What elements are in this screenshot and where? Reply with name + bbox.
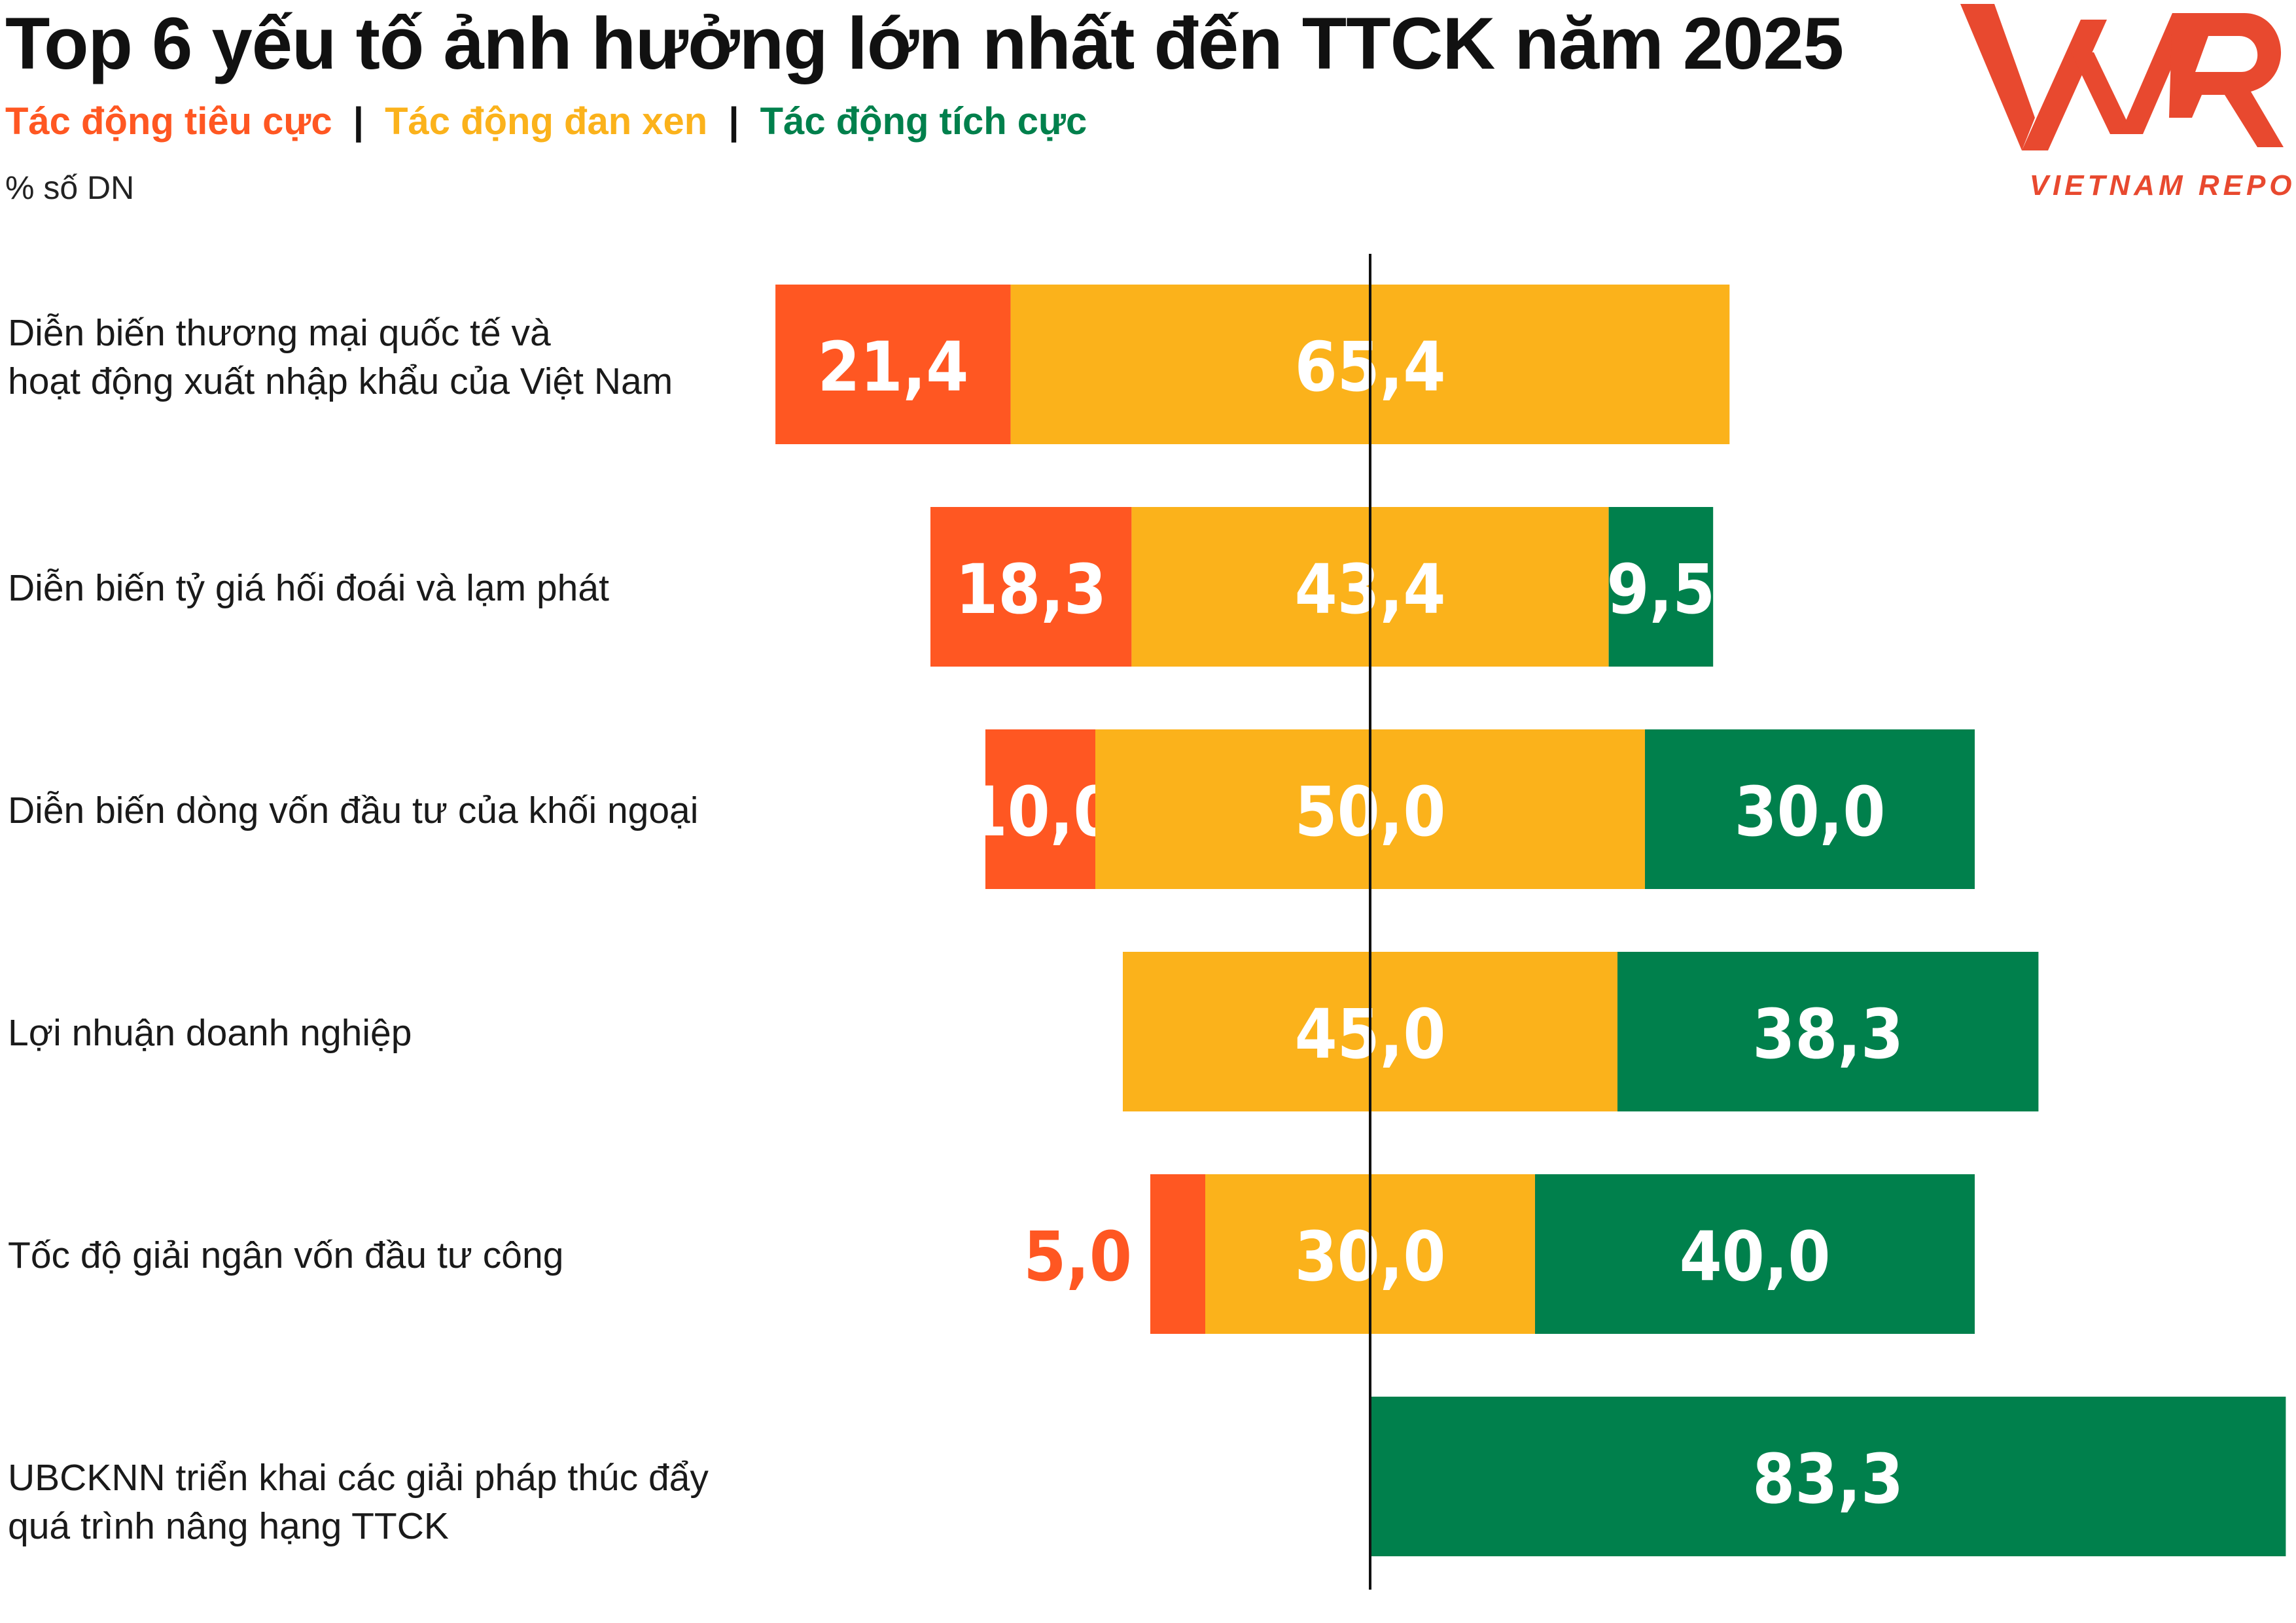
category-line: hoạt động xuất nhập khẩu của Việt Nam <box>8 360 673 402</box>
category-label: Diễn biến thương mại quốc tế và hoạt độn… <box>8 309 780 406</box>
legend-separator: | <box>728 100 739 143</box>
unit-label: % số DN <box>5 169 135 206</box>
chart-title: Top 6 yếu tố ảnh hưởng lớn nhất đến TTCK… <box>5 3 1844 84</box>
data-label: 21,4 <box>817 327 968 407</box>
category-label: Lợi nhuận doanh nghiệp <box>8 1009 780 1057</box>
data-label: 30,0 <box>1735 772 1886 852</box>
category-line: Lợi nhuận doanh nghiệp <box>8 1012 412 1054</box>
category-label: UBCKNN triển khai các giải pháp thúc đẩy… <box>8 1454 780 1550</box>
logo-tagline: VIETNAM REPORT <box>2030 169 2296 201</box>
category-line: Tốc độ giải ngân vốn đầu tư công <box>8 1234 564 1276</box>
category-label: Tốc độ giải ngân vốn đầu tư công <box>8 1231 780 1280</box>
data-label: 5,0 <box>1023 1217 1132 1297</box>
category-line: Diễn biến thương mại quốc tế và <box>8 312 551 354</box>
data-label: 18,3 <box>955 550 1106 629</box>
data-label: 40,0 <box>1680 1217 1831 1297</box>
data-label: 83,3 <box>1752 1439 1903 1519</box>
category-line: Diễn biến dòng vốn đầu tư của khối ngoại <box>8 790 699 831</box>
category-label: Diễn biến dòng vốn đầu tư của khối ngoại <box>8 786 780 835</box>
bar-segment <box>1150 1174 1205 1334</box>
bar-segment <box>985 729 1095 889</box>
bar-segment <box>930 507 1132 667</box>
vnr-logo-mark <box>1960 4 2284 150</box>
legend-positive: Tác động tích cực <box>760 100 1087 143</box>
data-label: 10,0 <box>965 772 1116 852</box>
data-label: 38,3 <box>1752 994 1903 1074</box>
category-line: Diễn biến tỷ giá hối đoái và lạm phát <box>8 567 609 609</box>
category-labels: Diễn biến thương mại quốc tế và hoạt độn… <box>0 0 772 1623</box>
category-label: Diễn biến tỷ giá hối đoái và lạm phát <box>8 564 780 612</box>
bar-segment <box>775 285 1011 444</box>
bar-segment <box>1370 1397 2286 1556</box>
bar-segment <box>1645 729 1975 889</box>
bar-segment <box>1608 507 1714 667</box>
bar-segment <box>1617 952 2039 1111</box>
bar-segment <box>1535 1174 1975 1334</box>
category-line: UBCKNN triển khai các giải pháp thúc đẩy… <box>8 1457 709 1547</box>
data-label: 9,5 <box>1607 550 1716 629</box>
legend: Tác động tiêu cực | Tác động đan xen | T… <box>5 99 1087 143</box>
legend-mixed: Tác động đan xen <box>385 100 708 143</box>
legend-separator: | <box>353 100 364 143</box>
vietnam-report-logo: VIETNAM REPORT <box>1960 4 2296 201</box>
legend-negative: Tác động tiêu cực <box>5 100 332 143</box>
